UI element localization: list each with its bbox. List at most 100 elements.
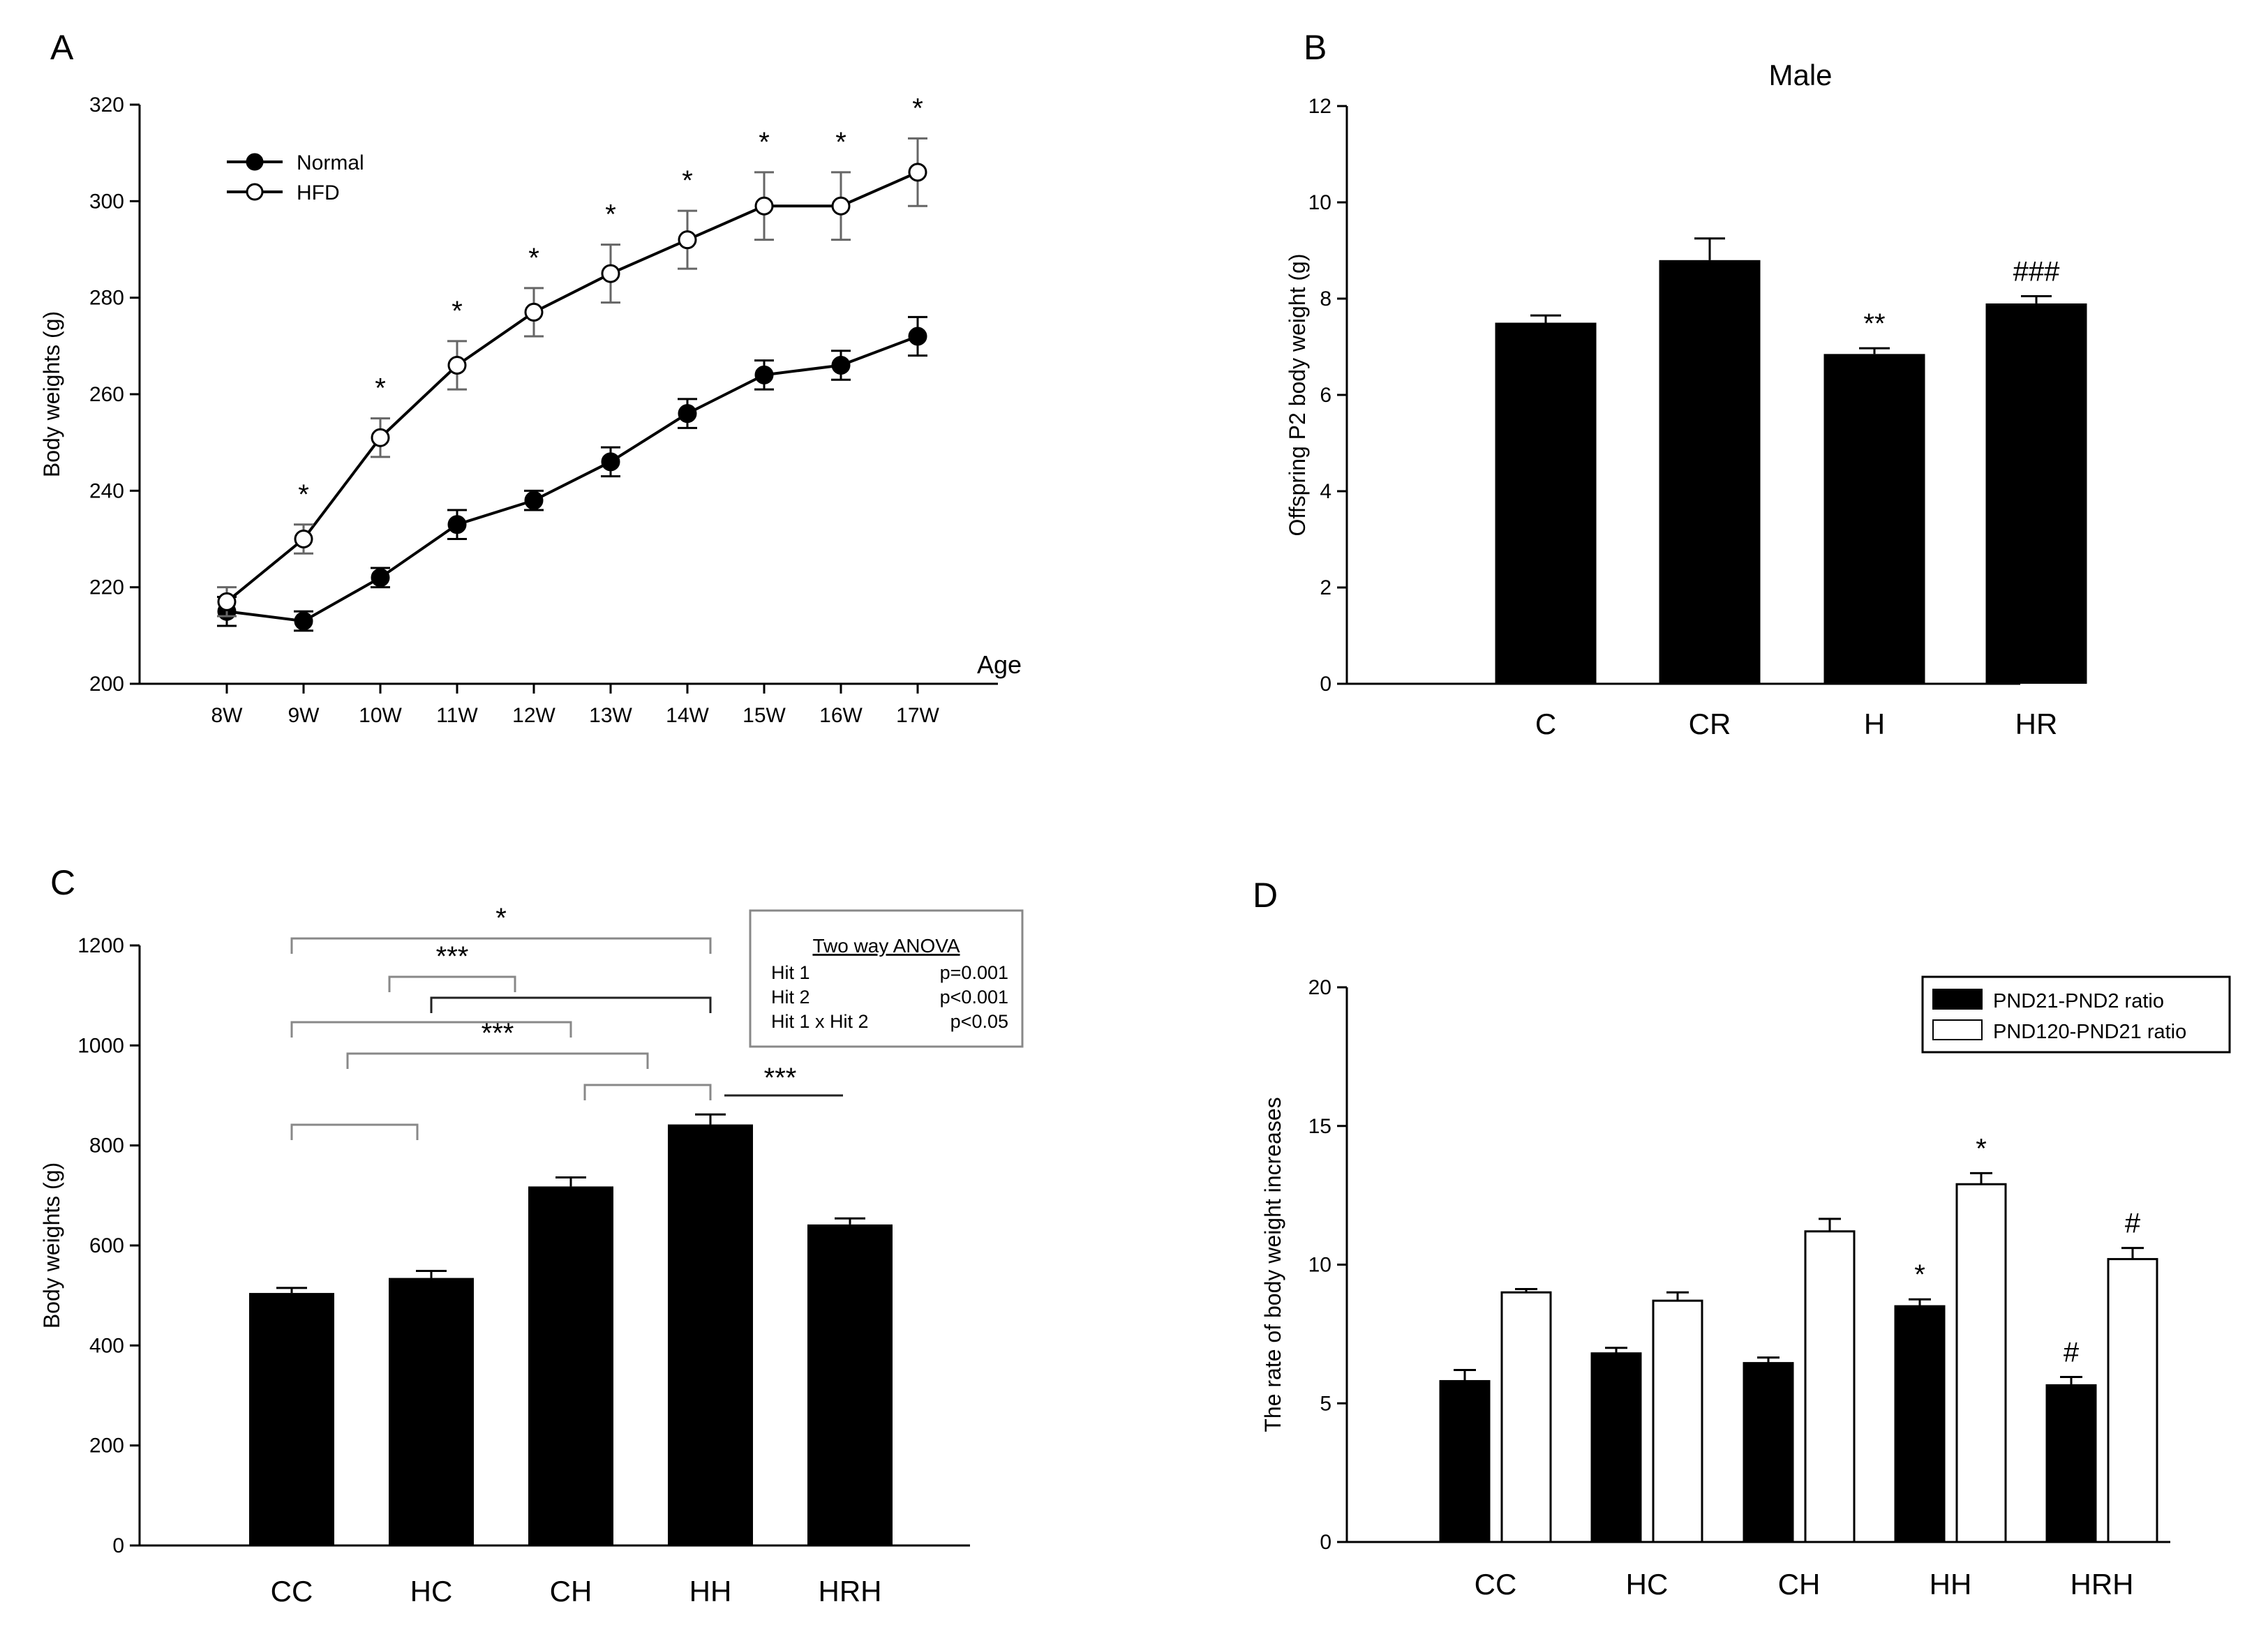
x-tick-label: 12W	[512, 704, 555, 727]
bar-pnd120-pnd21-ratio-cc	[1500, 1291, 1552, 1543]
x-tick-label: HR	[2015, 708, 2058, 740]
anova-row-value: p<0.05	[950, 1011, 1008, 1032]
significance-star: *	[605, 200, 616, 230]
y-tick-label: 5	[1320, 1392, 1331, 1415]
series-line-hfd	[225, 171, 918, 603]
x-tick-label: 14W	[666, 704, 709, 727]
x-tick-label: H	[1864, 708, 1885, 740]
x-tick-label: HRH	[2071, 1568, 2134, 1601]
y-tick-label: 220	[89, 576, 124, 599]
panel-b-title: Male	[1768, 59, 1832, 91]
significance-annotation: *	[1976, 1133, 1987, 1164]
legend-marker-hfd	[246, 183, 264, 201]
significance-star: *	[912, 93, 923, 123]
y-tick-label: 300	[89, 190, 124, 213]
data-point-normal	[908, 327, 927, 346]
data-point-normal	[294, 611, 313, 631]
bar-hr	[1985, 303, 2087, 684]
x-tick-label: HH	[689, 1575, 732, 1608]
y-tick-label: 280	[89, 287, 124, 310]
x-tick-label: 9W	[288, 704, 320, 727]
y-tick-label: 20	[1308, 976, 1331, 999]
y-tick-label: 10	[1308, 1254, 1331, 1277]
data-point-hfd	[908, 163, 927, 182]
x-tick-label: CR	[1689, 708, 1731, 740]
anova-row-label: Hit 2	[771, 987, 810, 1008]
data-point-hfd	[447, 356, 467, 375]
y-tick-label: 1000	[77, 1034, 124, 1057]
bar-pnd21-pnd2-ratio-hrh	[2045, 1384, 2097, 1543]
y-tick-label: 0	[112, 1534, 124, 1557]
bracket-label: ***	[482, 1018, 514, 1049]
significance-bracket	[290, 1123, 419, 1140]
bar-pnd120-pnd21-ratio-hrh	[2107, 1258, 2158, 1543]
bar-hh	[668, 1124, 753, 1545]
legend-label-hfd: HFD	[297, 181, 340, 204]
panel-letter-c: C	[50, 863, 75, 902]
data-point-hfd	[678, 230, 697, 250]
bar-cc	[249, 1293, 334, 1545]
bar-pnd120-pnd21-ratio-hc	[1652, 1299, 1703, 1543]
panel-b-axes: 0 2 4 6 8 10 12 C CR H ** HR ###	[1308, 95, 2087, 740]
x-tick-label: HC	[410, 1575, 453, 1608]
bar-pnd21-pnd2-ratio-hh	[1894, 1305, 1946, 1543]
y-tick-label: 240	[89, 479, 124, 502]
x-tick-label: 11W	[436, 704, 478, 727]
x-tick-label: HC	[1626, 1568, 1669, 1601]
bracket-label: ***	[764, 1063, 797, 1093]
panel-d-y-axis-label: The rate of body weight increases	[1260, 1097, 1285, 1432]
panel-a-x-axis-label: Age	[977, 650, 1022, 679]
bar-pnd120-pnd21-ratio-hh	[1955, 1183, 2007, 1543]
significance-annotation: #	[2125, 1208, 2141, 1239]
y-tick-label: 4	[1320, 480, 1331, 503]
data-point-hfd	[294, 530, 313, 548]
legend-marker-normal	[246, 153, 264, 171]
y-tick-label: 12	[1308, 95, 1331, 118]
panel-c: C Body weights (g) 0 200 400 600 800 1000 1200…	[39, 863, 1024, 1608]
bar-pnd21-pnd2-ratio-ch	[1743, 1362, 1794, 1543]
x-tick-label: CC	[1475, 1568, 1517, 1601]
y-tick-label: 0	[1320, 1531, 1331, 1554]
anova-stats-box: Two way ANOVA Hit 1 p=0.001 Hit 2 p<0.00…	[749, 909, 1024, 1048]
panel-d-axes: 0 5 10 15 20 CC HC CH HH HRH * # * #	[1308, 976, 2170, 1601]
bar-c	[1495, 322, 1597, 684]
x-tick-label: CC	[271, 1575, 313, 1608]
x-tick-label: 16W	[819, 704, 863, 727]
legend-label-pnd21-pnd2: PND21-PND2 ratio	[1993, 990, 2164, 1012]
significance-star: *	[835, 127, 846, 158]
panel-letter-a: A	[50, 28, 74, 67]
significance-bracket	[430, 996, 712, 1013]
anova-title: Two way ANOVA	[812, 935, 960, 957]
x-tick-label: HH	[1930, 1568, 1972, 1601]
significance-bracket	[388, 975, 516, 992]
significance-annotation: *	[1914, 1259, 1925, 1290]
x-tick-label: 8W	[211, 704, 244, 727]
significance-star: *	[759, 127, 770, 158]
data-point-hfd	[831, 196, 851, 216]
data-point-hfd	[601, 264, 620, 283]
data-point-hfd	[371, 428, 390, 447]
bar-hc	[389, 1278, 474, 1545]
panel-d: D The rate of body weight increases 0 5 10…	[1253, 876, 2231, 1601]
data-point-normal	[371, 568, 390, 587]
data-point-normal	[754, 365, 774, 384]
x-tick-label: 10W	[359, 704, 402, 727]
bar-pnd21-pnd2-ratio-cc	[1439, 1379, 1491, 1543]
bar-pnd120-pnd21-ratio-ch	[1804, 1230, 1856, 1543]
y-tick-label: 200	[89, 673, 124, 696]
y-tick-label: 800	[89, 1135, 124, 1158]
y-tick-label: 1200	[77, 934, 124, 957]
data-point-hfd	[524, 302, 544, 322]
series-line-normal	[226, 335, 918, 623]
legend-swatch-black	[1932, 989, 1983, 1010]
x-tick-label: C	[1535, 708, 1556, 740]
panel-b: B Male Offspring P2 body weight (g) 0 2 4 6…	[1285, 28, 2087, 740]
panel-d-legend: PND21-PND2 ratio PND120-PND21 ratio	[1921, 975, 2231, 1054]
y-tick-label: 15	[1308, 1115, 1331, 1138]
y-tick-label: 400	[89, 1334, 124, 1357]
data-point-normal	[678, 404, 697, 424]
significance-annotation: ###	[2013, 257, 2060, 287]
data-point-normal	[524, 491, 544, 510]
